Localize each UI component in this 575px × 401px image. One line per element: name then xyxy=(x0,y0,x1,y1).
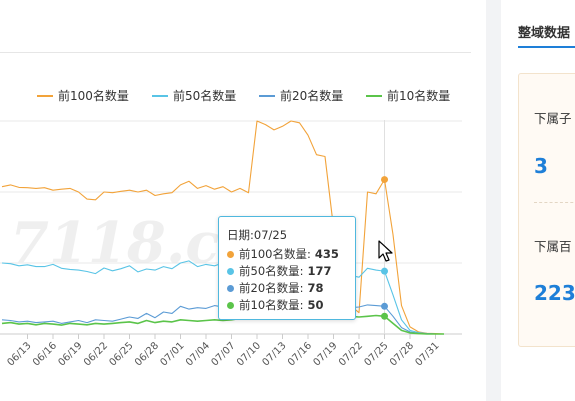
line-chart: 7118.com06/1306/1606/1906/2206/2506/2807… xyxy=(0,120,462,369)
x-tick-label: 07/28 xyxy=(388,340,416,368)
x-tick-label: 07/22 xyxy=(337,340,365,368)
x-tick-label: 06/22 xyxy=(82,340,110,368)
chart-tooltip: 日期:07/25 前100名数量: 435 前50名数量: 177 前20名数量… xyxy=(218,216,356,320)
chart-legend: 前100名数量 前50名数量 前20名数量 前10名数量 xyxy=(0,87,470,105)
legend-swatch-top20 xyxy=(259,94,275,97)
legend-label-top10: 前10名数量 xyxy=(387,89,451,103)
side-panel-title[interactable]: 整域数据 xyxy=(518,26,571,41)
x-tick-label: 07/01 xyxy=(158,340,186,368)
x-tick-label: 07/04 xyxy=(184,340,212,368)
tooltip-date: 日期:07/25 xyxy=(227,228,288,242)
legend-item-top100[interactable]: 前100名数量 xyxy=(37,87,129,104)
tooltip-value-top50: 177 xyxy=(307,264,332,278)
legend-item-top10[interactable]: 前10名数量 xyxy=(366,87,450,104)
stat-value-top100[interactable]: 223 xyxy=(534,281,575,305)
x-tick-label: 06/25 xyxy=(107,340,135,368)
tooltip-value-top20: 78 xyxy=(307,281,324,295)
tooltip-label-top100: 前100名数量: xyxy=(239,247,311,261)
tooltip-value-top10: 50 xyxy=(307,298,324,312)
tooltip-row-top20: 前20名数量: 78 xyxy=(227,280,324,296)
tooltip-dot-top50 xyxy=(227,267,234,275)
highlight-point-3 xyxy=(381,312,388,320)
highlight-point-1 xyxy=(381,267,388,275)
tooltip-row-top50: 前50名数量: 177 xyxy=(227,263,332,279)
highlight-point-2 xyxy=(381,302,388,310)
x-tick-label: 07/10 xyxy=(235,340,263,368)
series-line-0 xyxy=(1,120,445,335)
legend-swatch-top100 xyxy=(37,94,53,97)
mouse-pointer-icon xyxy=(378,240,393,262)
side-stats-box: 下属子 3 下属百 223 xyxy=(518,73,575,347)
tooltip-label-top50: 前50名数量: xyxy=(239,264,304,278)
card-divider xyxy=(0,52,471,53)
legend-item-top20[interactable]: 前20名数量 xyxy=(259,87,343,104)
x-tick-label: 07/25 xyxy=(362,340,390,368)
x-tick-label: 07/31 xyxy=(413,340,441,368)
x-tick-label: 07/13 xyxy=(260,340,288,368)
x-tick-label: 07/07 xyxy=(209,340,237,368)
side-panel: 整域数据 下属子 3 下属百 223 xyxy=(501,0,575,401)
legend-item-top50[interactable]: 前50名数量 xyxy=(152,87,236,104)
tooltip-value-top100: 435 xyxy=(314,247,339,261)
legend-swatch-top50 xyxy=(152,94,168,97)
tooltip-dot-top20 xyxy=(227,284,234,292)
stat-label-top100: 下属百 xyxy=(534,239,572,254)
tooltip-row-top10: 前10名数量: 50 xyxy=(227,297,324,313)
x-tick-label: 06/16 xyxy=(31,340,59,368)
legend-label-top100: 前100名数量 xyxy=(58,89,129,103)
side-panel-tab-indicator xyxy=(518,46,575,48)
tooltip-label-top10: 前10名数量: xyxy=(239,298,304,312)
stat-value-subsidiaries[interactable]: 3 xyxy=(534,154,548,178)
x-tick-label: 06/28 xyxy=(133,340,161,368)
tooltip-label-top20: 前20名数量: xyxy=(239,281,304,295)
stat-label-subsidiaries: 下属子 xyxy=(534,111,572,126)
x-tick-label: 06/19 xyxy=(56,340,84,368)
chart-card: 7118.com 06/13 06/16 06/19 06/22 06/25 06/28 07… xyxy=(0,0,486,401)
legend-label-top20: 前20名数量 xyxy=(280,89,344,103)
x-tick-label: 07/16 xyxy=(286,340,314,368)
tooltip-dot-top10 xyxy=(227,301,234,309)
tooltip-dot-top100 xyxy=(227,250,234,258)
x-tick-label: 07/19 xyxy=(311,340,339,368)
stat-divider xyxy=(534,202,575,203)
highlight-point-0 xyxy=(381,176,388,184)
tooltip-row-top100: 前100名数量: 435 xyxy=(227,246,339,262)
legend-swatch-top10 xyxy=(366,94,382,97)
series-line-3 xyxy=(1,314,444,335)
x-tick-label: 06/13 xyxy=(5,340,33,368)
legend-label-top50: 前50名数量 xyxy=(173,89,237,103)
